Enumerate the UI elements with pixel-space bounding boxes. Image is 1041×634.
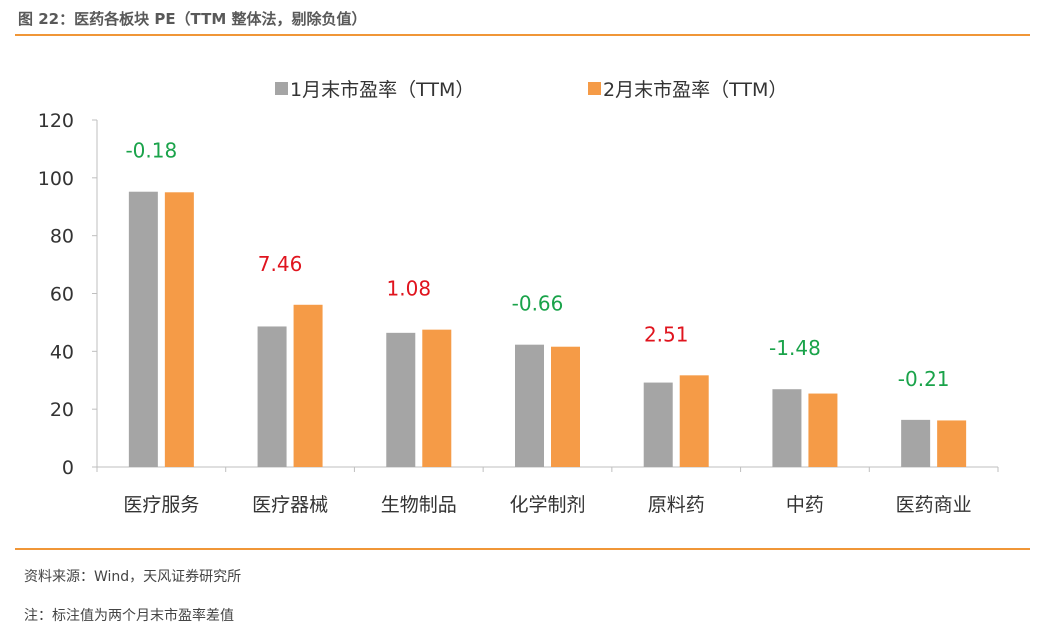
y-tick-label: 80: [50, 226, 74, 248]
legend-jan-label: 1月末市盈率（TTM）: [290, 79, 474, 101]
category-label: 生物制品: [381, 494, 457, 516]
diff-label: 2.51: [644, 322, 689, 346]
y-tick-label: 100: [38, 168, 74, 190]
bar-jan: [901, 419, 931, 467]
category-label: 中药: [786, 494, 824, 516]
bar-feb: [422, 329, 452, 467]
bar-jan: [643, 382, 673, 467]
diff-label: -0.18: [125, 139, 177, 163]
bar-feb: [293, 304, 323, 467]
footer-divider: [15, 548, 1030, 550]
y-tick-label: 120: [38, 110, 74, 132]
legend-jan-swatch: [275, 82, 288, 95]
diff-label: -0.21: [898, 367, 950, 391]
diff-label: 1.08: [387, 277, 432, 301]
legend-feb-label: 2月末市盈率（TTM）: [603, 79, 787, 101]
diff-label: 7.46: [258, 252, 303, 276]
y-tick-label: 60: [50, 284, 74, 306]
source-note: 资料来源：Wind，天风证券研究所: [24, 569, 242, 585]
bar-feb: [808, 393, 838, 467]
title-divider: [15, 34, 1030, 36]
legend-feb-swatch: [588, 82, 601, 95]
bar-feb: [679, 375, 709, 467]
bar-jan: [128, 191, 158, 468]
category-label: 医药商业: [896, 494, 972, 516]
annotation-note: 注：标注值为两个月末市盈率差值: [24, 608, 234, 624]
bar-jan: [386, 332, 416, 467]
category-label: 原料药: [648, 494, 705, 516]
figure-title: 图 22：医药各板块 PE（TTM 整体法，剔除负值）: [18, 10, 367, 28]
category-label: 化学制剂: [509, 494, 585, 516]
bar-feb: [551, 346, 580, 467]
category-label: 医疗服务: [123, 494, 199, 516]
category-label: 医疗器械: [252, 494, 328, 516]
diff-label: -0.66: [512, 292, 564, 316]
pe-bar-chart: 0 20 40 60 80 100 120 医疗服务 -0.18 医疗器械 7.46 生物制品 1.08…: [38, 79, 999, 516]
bar-jan: [257, 326, 287, 467]
y-tick-label: 0: [62, 457, 74, 479]
y-tick-label: 40: [50, 341, 74, 363]
bar-jan: [772, 389, 802, 467]
bar-jan: [515, 344, 544, 467]
bar-feb: [164, 192, 194, 467]
y-tick-label: 20: [50, 399, 74, 421]
bar-feb: [937, 420, 967, 467]
diff-label: -1.48: [769, 336, 821, 360]
